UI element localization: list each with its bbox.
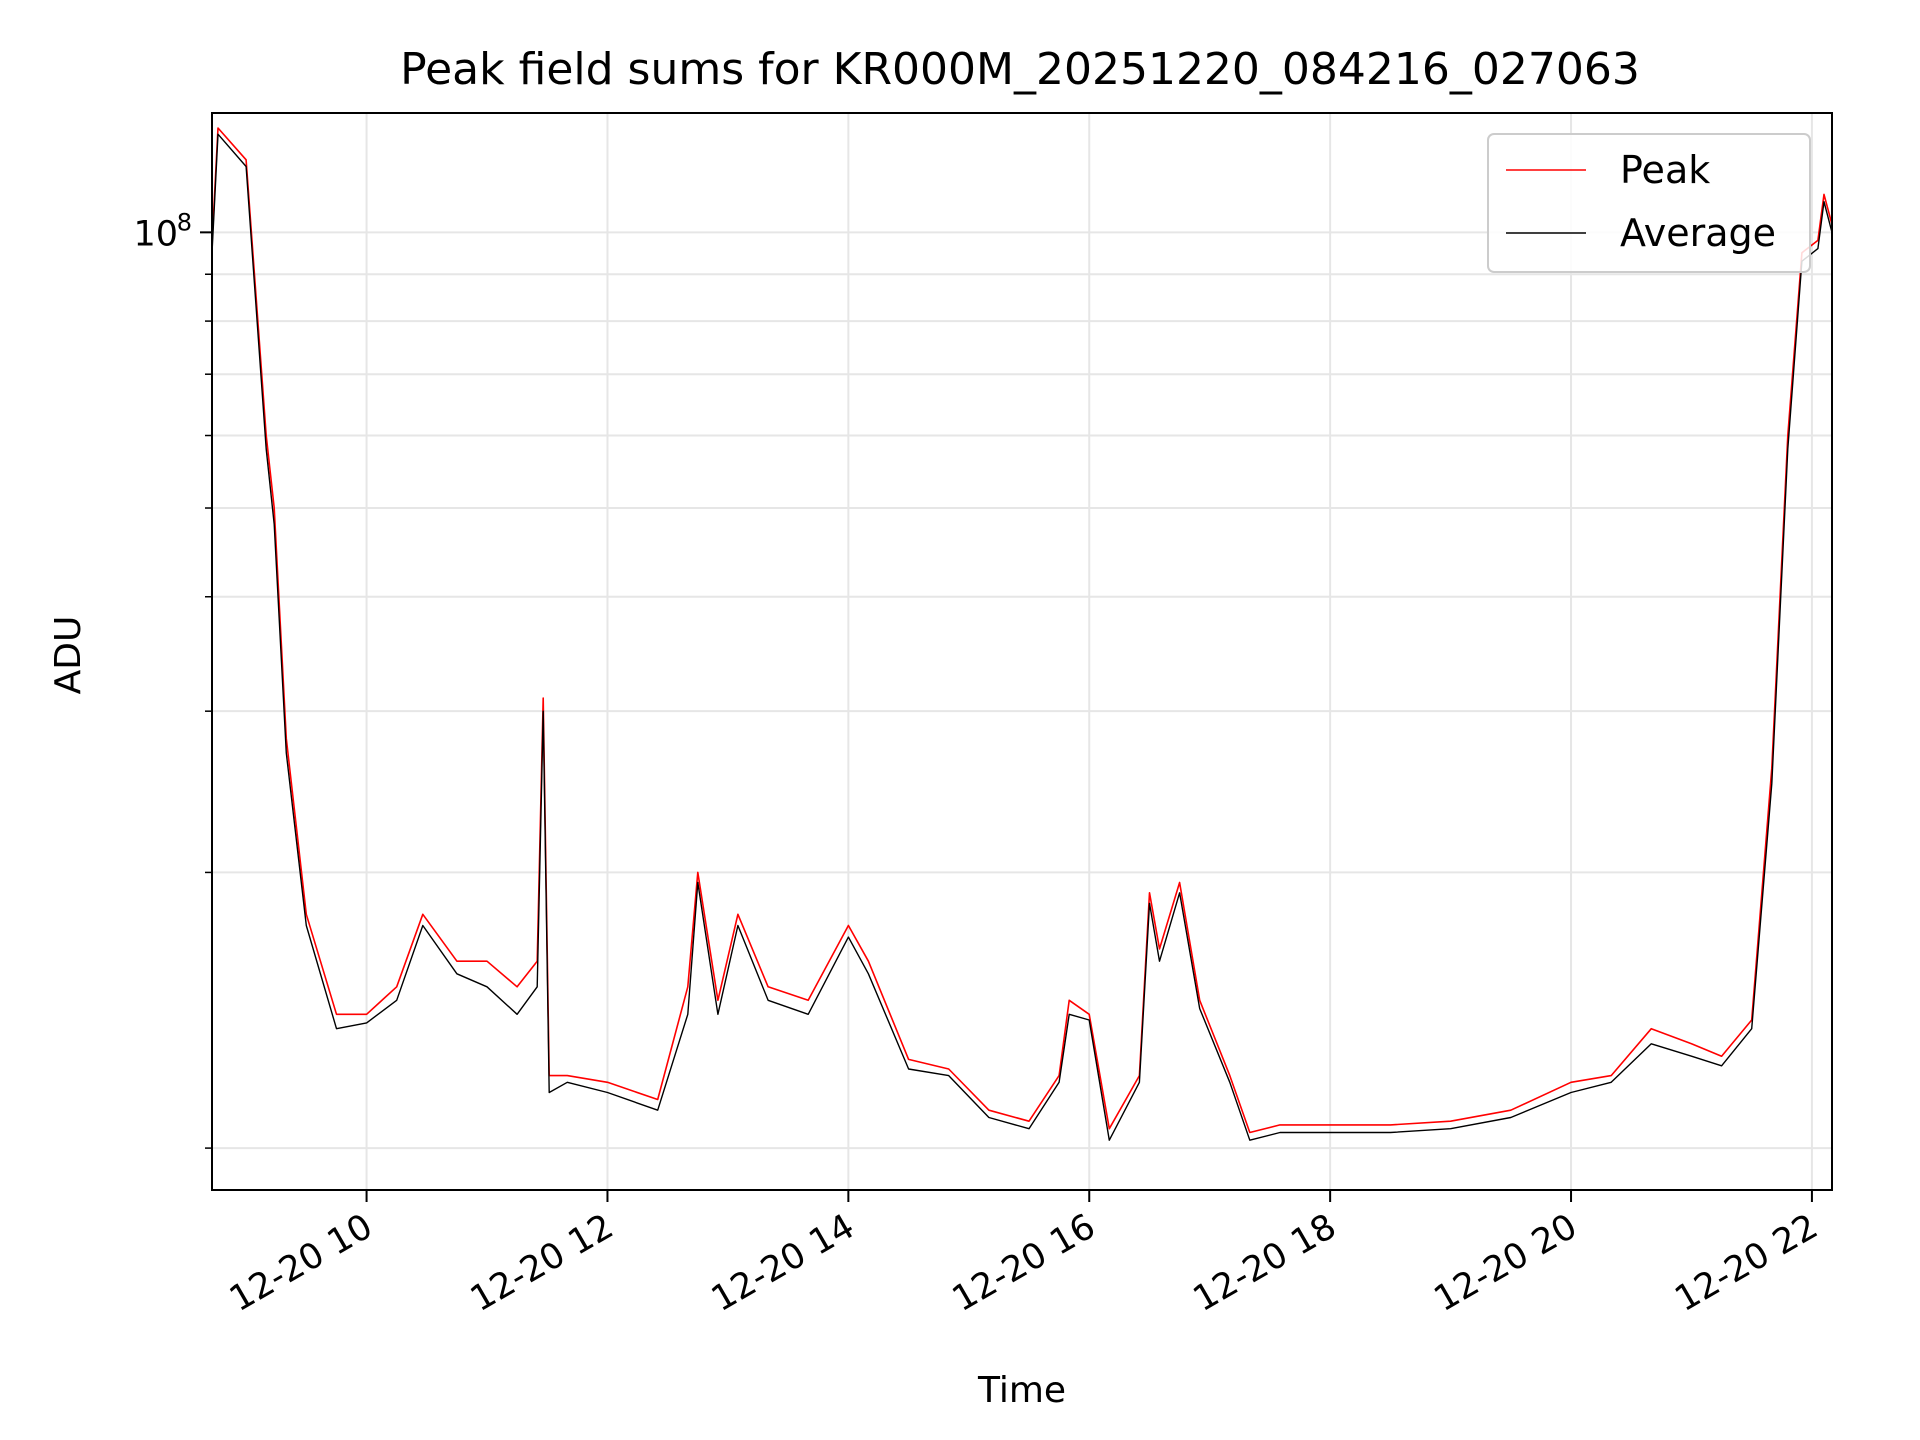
legend-peak-label: Peak bbox=[1620, 148, 1710, 192]
x-tick-label: 12-20 10 bbox=[223, 1207, 379, 1320]
x-tick-label: 12-20 18 bbox=[1187, 1207, 1343, 1320]
chart-title: Peak field sums for KR000M_20251220_0842… bbox=[400, 44, 1640, 95]
y-axis: 108 bbox=[133, 208, 212, 1149]
series-line-average bbox=[211, 133, 1833, 1141]
legend: Peak Average bbox=[1487, 133, 1811, 273]
legend-box bbox=[1487, 133, 1811, 273]
x-tick-label: 12-20 14 bbox=[705, 1207, 861, 1320]
x-axis: 12-20 10 12-20 12 12-20 14 12-20 16 12-20 18… bbox=[223, 1190, 1825, 1320]
y-tick-label: 10 bbox=[133, 214, 178, 254]
y-axis-label: ADU bbox=[48, 616, 89, 695]
x-tick-label: 12-20 16 bbox=[946, 1207, 1102, 1320]
y-tick-label-base: 10 bbox=[133, 214, 178, 254]
y-tick-label-exponent: 8 bbox=[177, 208, 192, 236]
x-tick-label: 12-20 20 bbox=[1428, 1207, 1584, 1320]
plot-area-frame bbox=[211, 112, 1833, 1191]
grid bbox=[212, 113, 1832, 1190]
series-layer bbox=[211, 127, 1833, 1141]
legend-average-label: Average bbox=[1620, 211, 1776, 255]
series-line-peak bbox=[211, 127, 1833, 1134]
x-axis-label: Time bbox=[977, 1370, 1066, 1411]
x-tick-label: 12-20 12 bbox=[464, 1207, 620, 1320]
x-tick-label: 12-20 22 bbox=[1669, 1207, 1825, 1320]
